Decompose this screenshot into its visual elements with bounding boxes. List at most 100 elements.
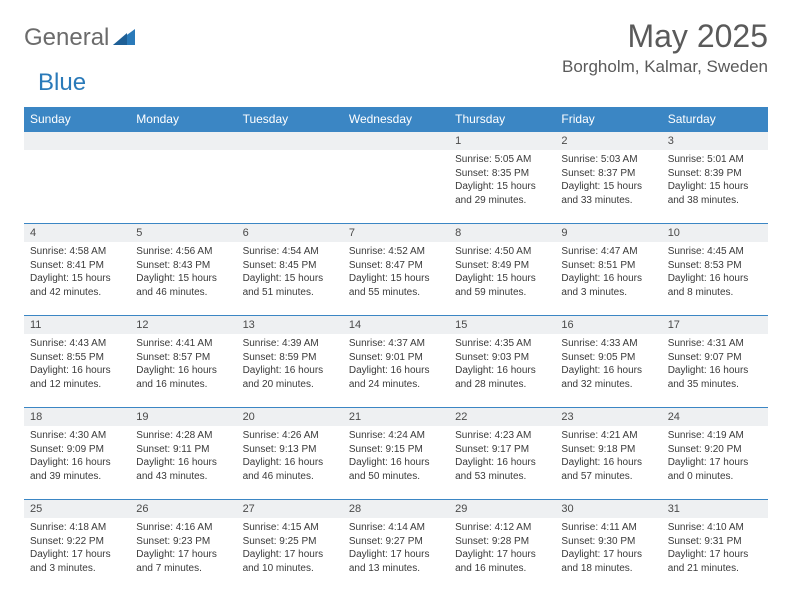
calendar-day-cell: 4Sunrise: 4:58 AMSunset: 8:41 PMDaylight… (24, 224, 130, 316)
sunset-text: Sunset: 8:53 PM (668, 259, 762, 273)
sunrise-text: Sunrise: 4:47 AM (561, 245, 655, 259)
sunrise-text: Sunrise: 4:52 AM (349, 245, 443, 259)
daylight-text: Daylight: 16 hours and 16 minutes. (136, 364, 230, 391)
sunrise-text: Sunrise: 4:11 AM (561, 521, 655, 535)
day-content: Sunrise: 5:05 AMSunset: 8:35 PMDaylight:… (449, 150, 555, 213)
day-content: Sunrise: 4:52 AMSunset: 8:47 PMDaylight:… (343, 242, 449, 305)
weekday-header: Monday (130, 107, 236, 132)
weekday-header-row: SundayMondayTuesdayWednesdayThursdayFrid… (24, 107, 768, 132)
day-number (24, 132, 130, 150)
calendar-week-row: 18Sunrise: 4:30 AMSunset: 9:09 PMDayligh… (24, 408, 768, 500)
daylight-text: Daylight: 16 hours and 43 minutes. (136, 456, 230, 483)
daylight-text: Daylight: 15 hours and 38 minutes. (668, 180, 762, 207)
sunrise-text: Sunrise: 4:16 AM (136, 521, 230, 535)
day-number: 1 (449, 132, 555, 150)
day-number: 21 (343, 408, 449, 426)
day-content: Sunrise: 4:12 AMSunset: 9:28 PMDaylight:… (449, 518, 555, 581)
calendar-day-cell: 9Sunrise: 4:47 AMSunset: 8:51 PMDaylight… (555, 224, 661, 316)
sunrise-text: Sunrise: 4:19 AM (668, 429, 762, 443)
weekday-header: Tuesday (237, 107, 343, 132)
month-title: May 2025 (562, 18, 768, 55)
day-content: Sunrise: 4:56 AMSunset: 8:43 PMDaylight:… (130, 242, 236, 305)
calendar-body: 1Sunrise: 5:05 AMSunset: 8:35 PMDaylight… (24, 132, 768, 592)
daylight-text: Daylight: 17 hours and 16 minutes. (455, 548, 549, 575)
calendar-day-cell: 7Sunrise: 4:52 AMSunset: 8:47 PMDaylight… (343, 224, 449, 316)
logo-text-general: General (24, 24, 109, 52)
day-content: Sunrise: 4:19 AMSunset: 9:20 PMDaylight:… (662, 426, 768, 489)
day-content: Sunrise: 4:16 AMSunset: 9:23 PMDaylight:… (130, 518, 236, 581)
sunrise-text: Sunrise: 4:14 AM (349, 521, 443, 535)
daylight-text: Daylight: 16 hours and 57 minutes. (561, 456, 655, 483)
day-content: Sunrise: 4:15 AMSunset: 9:25 PMDaylight:… (237, 518, 343, 581)
daylight-text: Daylight: 16 hours and 3 minutes. (561, 272, 655, 299)
day-content: Sunrise: 4:33 AMSunset: 9:05 PMDaylight:… (555, 334, 661, 397)
day-content: Sunrise: 4:24 AMSunset: 9:15 PMDaylight:… (343, 426, 449, 489)
sunrise-text: Sunrise: 4:39 AM (243, 337, 337, 351)
sunset-text: Sunset: 9:01 PM (349, 351, 443, 365)
sunset-text: Sunset: 9:17 PM (455, 443, 549, 457)
day-content: Sunrise: 4:31 AMSunset: 9:07 PMDaylight:… (662, 334, 768, 397)
sunrise-text: Sunrise: 4:54 AM (243, 245, 337, 259)
sunrise-text: Sunrise: 4:45 AM (668, 245, 762, 259)
calendar-day-cell: 24Sunrise: 4:19 AMSunset: 9:20 PMDayligh… (662, 408, 768, 500)
day-content: Sunrise: 5:03 AMSunset: 8:37 PMDaylight:… (555, 150, 661, 213)
sunrise-text: Sunrise: 4:37 AM (349, 337, 443, 351)
sunset-text: Sunset: 9:30 PM (561, 535, 655, 549)
calendar-day-cell (130, 132, 236, 224)
day-number: 8 (449, 224, 555, 242)
day-content: Sunrise: 4:26 AMSunset: 9:13 PMDaylight:… (237, 426, 343, 489)
sunset-text: Sunset: 9:13 PM (243, 443, 337, 457)
sunset-text: Sunset: 9:31 PM (668, 535, 762, 549)
daylight-text: Daylight: 17 hours and 21 minutes. (668, 548, 762, 575)
logo: General (24, 18, 137, 52)
day-content (237, 150, 343, 159)
day-content: Sunrise: 5:01 AMSunset: 8:39 PMDaylight:… (662, 150, 768, 213)
day-number: 12 (130, 316, 236, 334)
daylight-text: Daylight: 15 hours and 33 minutes. (561, 180, 655, 207)
sunset-text: Sunset: 9:23 PM (136, 535, 230, 549)
sunset-text: Sunset: 8:35 PM (455, 167, 549, 181)
sunset-text: Sunset: 9:20 PM (668, 443, 762, 457)
calendar-day-cell: 25Sunrise: 4:18 AMSunset: 9:22 PMDayligh… (24, 500, 130, 592)
day-content (343, 150, 449, 159)
sunrise-text: Sunrise: 4:12 AM (455, 521, 549, 535)
daylight-text: Daylight: 15 hours and 46 minutes. (136, 272, 230, 299)
calendar-day-cell: 12Sunrise: 4:41 AMSunset: 8:57 PMDayligh… (130, 316, 236, 408)
sunrise-text: Sunrise: 4:10 AM (668, 521, 762, 535)
sunrise-text: Sunrise: 5:03 AM (561, 153, 655, 167)
sunrise-text: Sunrise: 4:28 AM (136, 429, 230, 443)
daylight-text: Daylight: 15 hours and 29 minutes. (455, 180, 549, 207)
sunrise-text: Sunrise: 5:01 AM (668, 153, 762, 167)
calendar-day-cell: 31Sunrise: 4:10 AMSunset: 9:31 PMDayligh… (662, 500, 768, 592)
daylight-text: Daylight: 15 hours and 51 minutes. (243, 272, 337, 299)
daylight-text: Daylight: 16 hours and 28 minutes. (455, 364, 549, 391)
day-number (343, 132, 449, 150)
sunrise-text: Sunrise: 4:15 AM (243, 521, 337, 535)
daylight-text: Daylight: 16 hours and 39 minutes. (30, 456, 124, 483)
sunrise-text: Sunrise: 5:05 AM (455, 153, 549, 167)
sunset-text: Sunset: 8:43 PM (136, 259, 230, 273)
calendar-week-row: 1Sunrise: 5:05 AMSunset: 8:35 PMDaylight… (24, 132, 768, 224)
day-number: 29 (449, 500, 555, 518)
calendar-day-cell: 22Sunrise: 4:23 AMSunset: 9:17 PMDayligh… (449, 408, 555, 500)
day-number: 28 (343, 500, 449, 518)
logo-text-blue: Blue (38, 69, 86, 97)
day-number: 2 (555, 132, 661, 150)
daylight-text: Daylight: 17 hours and 10 minutes. (243, 548, 337, 575)
calendar-day-cell: 20Sunrise: 4:26 AMSunset: 9:13 PMDayligh… (237, 408, 343, 500)
sunrise-text: Sunrise: 4:56 AM (136, 245, 230, 259)
calendar-table: SundayMondayTuesdayWednesdayThursdayFrid… (24, 107, 768, 592)
title-block: May 2025 Borgholm, Kalmar, Sweden (562, 18, 768, 77)
calendar-day-cell: 27Sunrise: 4:15 AMSunset: 9:25 PMDayligh… (237, 500, 343, 592)
calendar-week-row: 25Sunrise: 4:18 AMSunset: 9:22 PMDayligh… (24, 500, 768, 592)
sunset-text: Sunset: 9:18 PM (561, 443, 655, 457)
sunset-text: Sunset: 9:05 PM (561, 351, 655, 365)
calendar-day-cell: 30Sunrise: 4:11 AMSunset: 9:30 PMDayligh… (555, 500, 661, 592)
day-content (24, 150, 130, 159)
sunrise-text: Sunrise: 4:33 AM (561, 337, 655, 351)
calendar-day-cell: 13Sunrise: 4:39 AMSunset: 8:59 PMDayligh… (237, 316, 343, 408)
sunset-text: Sunset: 9:03 PM (455, 351, 549, 365)
daylight-text: Daylight: 16 hours and 46 minutes. (243, 456, 337, 483)
sunset-text: Sunset: 9:09 PM (30, 443, 124, 457)
sunrise-text: Sunrise: 4:24 AM (349, 429, 443, 443)
